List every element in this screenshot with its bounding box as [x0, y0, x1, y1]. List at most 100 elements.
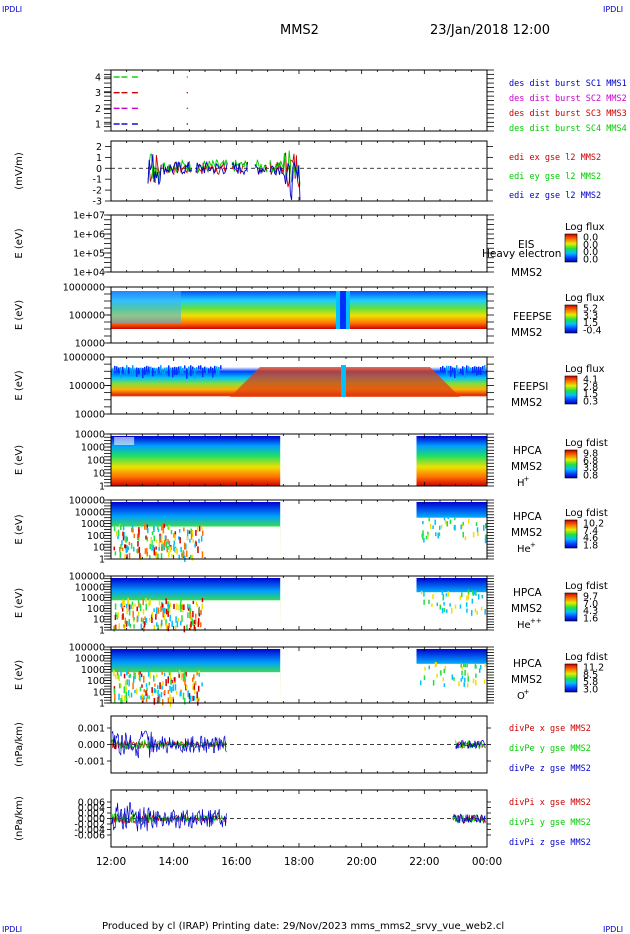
hpca-he1-charge-label: + — [530, 541, 536, 549]
hpca-o-colorbar-tick: 11.2 — [583, 663, 604, 674]
hpca-he2-speckle — [142, 608, 145, 615]
hpca-he2-speckle — [428, 599, 430, 605]
feepsi-speckle — [126, 365, 128, 375]
feepsi-speckle — [162, 368, 164, 375]
hpca-he1-tick-label: 1 — [99, 555, 105, 566]
hpca-he1-speckle — [484, 523, 487, 529]
feepsi-speckle — [216, 366, 218, 375]
feepsi-speckle — [146, 365, 148, 372]
hpca-o-speckle — [163, 672, 166, 677]
hpca-o-speckle — [198, 697, 200, 702]
feepsi-speckle — [196, 367, 198, 372]
feepsi-speckle — [450, 365, 452, 377]
hpca-he2-speckle — [168, 608, 171, 614]
hpca-o-speckle — [114, 693, 116, 701]
hpca-he2-speckle — [139, 606, 142, 612]
hpca-he1-tick-label: 1000 — [81, 519, 105, 530]
hpca-he2-speckle — [167, 610, 169, 617]
hpca-he2-speckle — [420, 590, 423, 595]
hpca-o-speckle — [160, 692, 163, 698]
hpca-he1-speckle — [183, 527, 185, 532]
hpca-o-species-label: O — [517, 691, 525, 702]
divpe-tick-label: 0.001 — [78, 724, 105, 735]
hpca-o-speckle — [134, 689, 136, 694]
hpca-he2-speckle — [160, 605, 162, 612]
hpca-he1-speckle — [454, 516, 456, 521]
hpca-he2-speckle — [128, 604, 131, 612]
feepsi-speckle — [212, 367, 214, 378]
hpca-o-speckle — [116, 669, 119, 676]
hpca-he1-speckle — [189, 539, 191, 543]
hpca-he1-speckle — [168, 551, 170, 558]
eis-panel-frame — [110, 214, 488, 273]
feepsi-speckle — [194, 367, 196, 379]
hpca-he2-speckle — [137, 599, 140, 605]
hpca-he1-speckle — [468, 518, 470, 524]
hpca-o-speckle — [167, 676, 169, 684]
hpca-he1-speckle — [122, 531, 124, 537]
hpca-he2-speckle — [480, 606, 483, 611]
hpca-he1-speckle — [119, 551, 122, 559]
hpca-o-speckle — [484, 663, 487, 668]
hpca-h-spectrogram — [111, 436, 281, 486]
feepsi-speckle — [176, 367, 178, 375]
hpca-he2-speckle — [113, 625, 115, 632]
hpca-he2-speckle — [124, 623, 126, 631]
feepsi-speckle — [476, 366, 478, 376]
feepse-colorbar-tick: 1.5 — [583, 318, 598, 329]
hpca-he2-speckle — [443, 608, 446, 613]
hpca-he2-speckle — [174, 625, 177, 632]
burst-tick-label: 2 — [95, 104, 101, 115]
eis-tick-label: 1e+04 — [73, 268, 105, 279]
hpca-he2-speckle — [187, 605, 189, 609]
hpca-o-speckle — [128, 679, 130, 687]
hpca-o-speckle — [155, 689, 157, 693]
feepse-colorbar-tick: 5.2 — [583, 304, 598, 315]
hpca-h-tick-label: 10000 — [75, 430, 105, 441]
hpca-he1-speckle — [117, 535, 119, 540]
hpca-o-speckle — [196, 696, 198, 702]
hpca-he2-speckle — [454, 604, 457, 609]
hpca-h-axis-label: E (eV) — [14, 445, 25, 475]
hpca-o-speckle — [127, 690, 130, 697]
feepse-axis-label: E (eV) — [14, 300, 25, 330]
hpca-he2-speckle — [164, 607, 166, 613]
hpca-he1-speckle — [138, 529, 140, 536]
hpca-he2-speckle — [156, 622, 158, 627]
feepsi-speckle — [180, 366, 182, 374]
feepsi-speckle — [158, 366, 160, 371]
hpca-o-speckle — [167, 697, 170, 703]
hpca-o-speckle — [182, 673, 184, 678]
hpca-o-speckle — [127, 670, 130, 675]
hpca-he1-tick-label: 10000 — [75, 507, 105, 518]
hpca-he1-speckle — [428, 516, 430, 522]
hpca-o-speckle — [185, 684, 187, 691]
hpca-he2-speckle — [198, 611, 201, 617]
hpca-he1-speckle — [475, 522, 478, 526]
hpca-he2-species-label: He — [517, 620, 531, 631]
hpca-he1-speckle — [146, 536, 149, 542]
hpca-he1-axis-label: E (eV) — [14, 514, 25, 544]
hpca-he2-speckle — [145, 618, 148, 623]
feepsi-speckle — [460, 368, 462, 374]
hpca-o-speckle — [117, 674, 120, 680]
hpca-o-speckle — [146, 693, 149, 699]
burst-legend-entry: des dist burst SC4 MMS4 — [509, 124, 627, 134]
hpca-he2-speckle — [186, 624, 188, 631]
hpca-he1-speckle — [170, 529, 173, 535]
hpca-he1-speckle — [161, 540, 163, 547]
hpca-o-speckle — [180, 673, 183, 681]
hpca-he2-speckle — [163, 613, 166, 621]
hpca-o-speckle — [158, 694, 161, 701]
feepse-colorbar-tick: 3.3 — [583, 311, 598, 322]
hpca-he1-speckle — [160, 533, 163, 540]
feepsi-speckle — [174, 366, 176, 376]
hpca-he2-speckle — [432, 594, 434, 600]
feepsi-spectrogram-hot — [345, 367, 460, 397]
feepsi-speckle — [150, 366, 152, 377]
hpca-h-species-label: H — [517, 478, 525, 489]
hpca-he1-speckle — [149, 555, 151, 560]
hpca-he1-speckle — [195, 530, 197, 536]
hpca-he2-tick-label: 10000 — [75, 582, 105, 593]
burst-tick-label: 3 — [95, 88, 101, 99]
